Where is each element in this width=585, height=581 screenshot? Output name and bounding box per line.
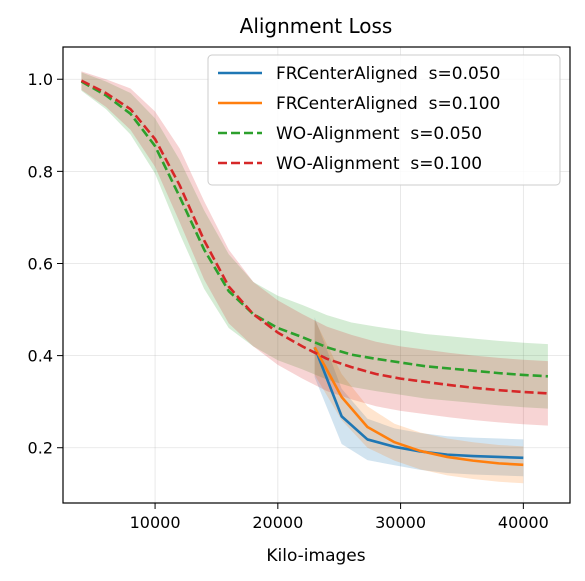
y-tick-label: 0.4 [28,347,53,366]
x-axis-label: Kilo-images [266,546,365,566]
x-tick-label: 10000 [130,513,181,532]
line-series-3 [80,80,548,378]
chart-title: Alignment Loss [240,14,393,38]
x-axis-ticks: 10000 20000 30000 40000 [130,503,549,532]
y-tick-label: 0.6 [28,254,53,273]
x-tick-label: 30000 [375,513,426,532]
y-tick-label: 1.0 [28,70,53,89]
plot-area-frame [62,46,571,504]
legend: FRCenterAligned s=0.050 FRCenterAligned s… [207,54,561,186]
legend-box [207,54,561,186]
y-axis-ticks: 0.2 0.4 0.6 0.8 1.0 [28,70,63,458]
band-series-2 [314,319,524,484]
line-series-2 [313,346,524,467]
band-series-1 [314,317,524,477]
x-tick-label: 20000 [252,513,303,532]
series-lines [80,79,548,467]
legend-label-3: WO-Alignment s=0.050 [276,124,482,144]
legend-label-4: WO-Alignment s=0.100 [276,154,482,174]
legend-label-1: FRCenterAligned s=0.050 [276,64,500,84]
band-series-3 [81,72,548,409]
y-tick-label: 0.2 [28,439,53,458]
x-tick-label: 40000 [498,513,549,532]
line-series-4 [80,79,548,395]
y-tick-label: 0.8 [28,162,53,181]
legend-label-2: FRCenterAligned s=0.100 [276,94,500,114]
